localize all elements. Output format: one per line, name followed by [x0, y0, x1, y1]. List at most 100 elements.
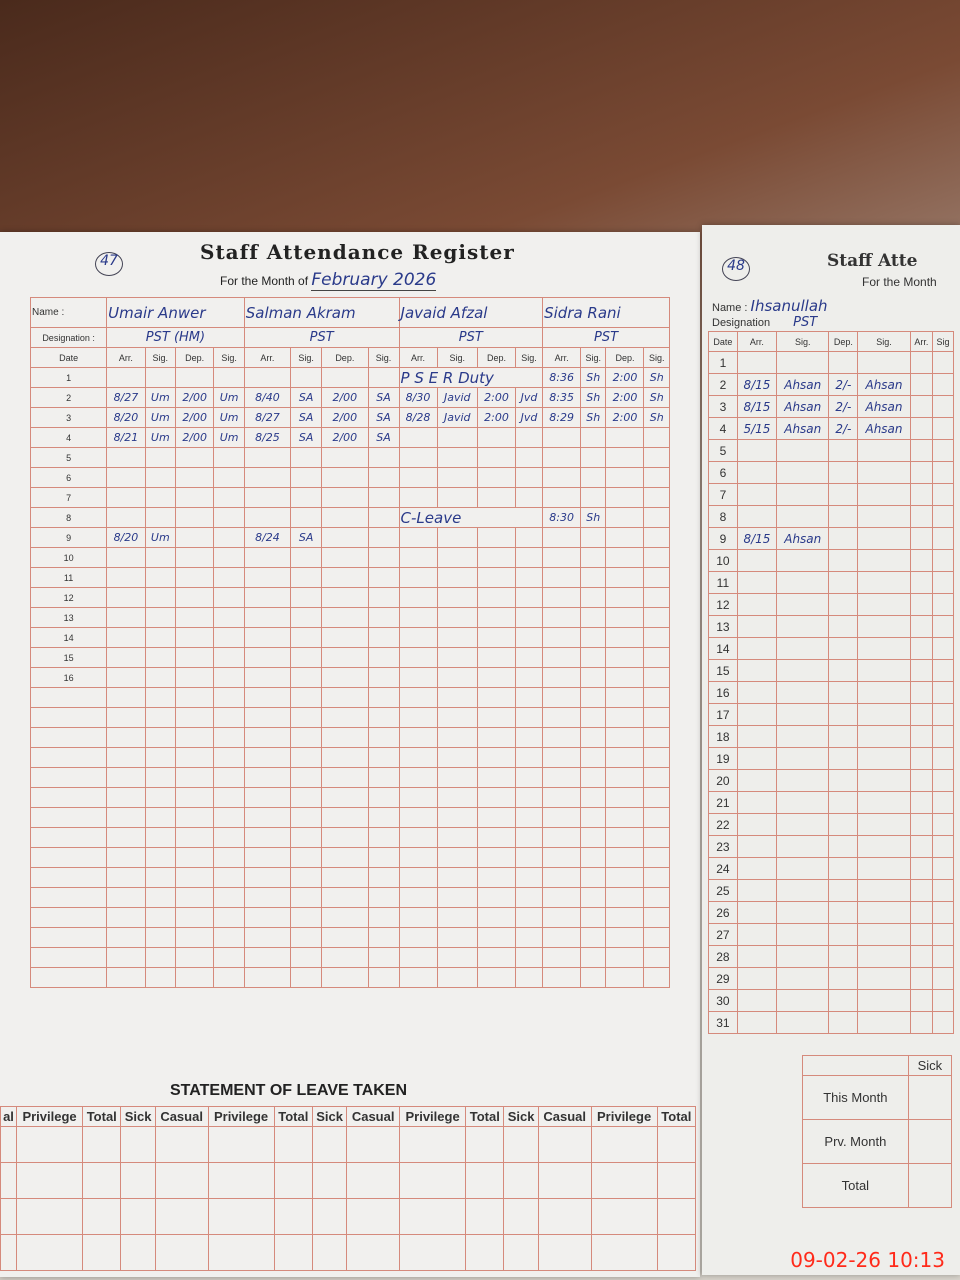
table-row: 3 8/15 Ahsan 2/- Ahsan: [708, 395, 954, 418]
entry-cell: [213, 507, 245, 528]
entry-cell: [436, 487, 479, 508]
entry-cell: [932, 637, 954, 660]
table-row: 2 8/15 Ahsan 2/- Ahsan: [708, 373, 954, 396]
column-header: Dep.: [828, 331, 859, 352]
table-row: 20: [708, 769, 954, 792]
entry-cell: [367, 447, 400, 468]
entry-cell: [828, 527, 859, 550]
entry-cell: [436, 747, 479, 768]
entry-cell: [436, 687, 479, 708]
entry-cell: [174, 447, 215, 468]
entry-cell: [174, 647, 215, 668]
entry-cell: [643, 847, 670, 868]
entry-cell: [321, 687, 369, 708]
entry-cell: [106, 967, 146, 988]
entry-cell: [290, 607, 323, 628]
name-label-cell: Name :: [29, 297, 108, 328]
entry-cell: [367, 867, 400, 888]
leave-cell: [207, 1126, 275, 1163]
leave-cell: [311, 1198, 348, 1235]
entry-cell: [367, 647, 400, 668]
date-cell: 3: [708, 395, 738, 418]
entry-cell: [515, 867, 544, 888]
entry-cell: [243, 847, 292, 868]
entry-cell: [605, 487, 645, 508]
leave-cell: [0, 1126, 17, 1163]
table-row: 7: [708, 483, 954, 506]
entry-cell: [106, 827, 146, 848]
table-row: [29, 827, 670, 848]
entry-cell: [932, 901, 954, 924]
entry-cell: [643, 707, 670, 728]
entry-cell: [477, 647, 517, 668]
entry-cell: [932, 483, 954, 506]
leave-cell: [399, 1162, 467, 1199]
entry-cell: 8/24: [243, 527, 292, 548]
entry-cell: [857, 659, 911, 682]
entry-cell: [398, 887, 438, 908]
entry-cell: [213, 827, 245, 848]
entry-cell: [367, 727, 400, 748]
entry-cell: [909, 945, 934, 968]
entry-cell: [213, 747, 245, 768]
entry-cell: [243, 447, 292, 468]
entry-cell: [367, 467, 400, 488]
entry-cell: [580, 767, 607, 788]
entry-cell: [213, 927, 245, 948]
entry-cell: [909, 461, 934, 484]
table-row: 17: [708, 703, 954, 726]
entry-cell: [144, 567, 176, 588]
entry-cell: [367, 687, 400, 708]
entry-cell: [580, 827, 607, 848]
entry-cell: Sh: [643, 387, 670, 408]
entry-cell: [436, 647, 479, 668]
entry-cell: [932, 747, 954, 770]
entry-cell: [605, 887, 645, 908]
entry-cell: [106, 587, 146, 608]
entry-cell: [398, 687, 438, 708]
leave-header: al: [0, 1106, 17, 1127]
entry-cell: [605, 947, 645, 968]
entry-cell: [436, 947, 479, 968]
table-row: 18: [708, 725, 954, 748]
entry-cell: [213, 907, 245, 928]
date-cell: [29, 807, 108, 828]
entry-cell: [477, 587, 517, 608]
entry-cell: [909, 989, 934, 1012]
entry-cell: 8/40: [243, 387, 292, 408]
entry-cell: 2/00: [321, 407, 369, 428]
entry-cell: [828, 439, 859, 462]
column-header: Sig.: [290, 347, 323, 368]
entry-cell: [477, 827, 517, 848]
entry-cell: [290, 627, 323, 648]
leave-cell: [0, 1234, 17, 1271]
entry-cell: [477, 467, 517, 488]
entry-cell: [290, 827, 323, 848]
entry-cell: [477, 847, 517, 868]
entry-cell: [290, 787, 323, 808]
entry-cell: [909, 769, 934, 792]
entry-cell: [605, 747, 645, 768]
entry-cell: [580, 567, 607, 588]
entry-cell: [909, 637, 934, 660]
entry-cell: [736, 725, 778, 748]
entry-cell: Sh: [580, 407, 607, 428]
entry-cell: [477, 627, 517, 648]
entry-cell: [776, 791, 830, 814]
entry-cell: [106, 647, 146, 668]
entry-cell: [515, 667, 544, 688]
leave-cell: [82, 1234, 122, 1271]
table-row: 8 C-Leave 8:30 Sh: [29, 507, 670, 528]
entry-cell: [828, 945, 859, 968]
entry-cell: [643, 807, 670, 828]
leave-header: Total: [465, 1106, 505, 1127]
table-row: 30: [708, 989, 954, 1012]
entry-cell: [290, 647, 323, 668]
entry-cell: [321, 787, 369, 808]
date-cell: 2: [29, 387, 108, 408]
entry-cell: [290, 567, 323, 588]
entry-cell: [515, 767, 544, 788]
date-cell: 27: [708, 923, 738, 946]
date-cell: 5: [29, 447, 108, 468]
entry-cell: [909, 439, 934, 462]
